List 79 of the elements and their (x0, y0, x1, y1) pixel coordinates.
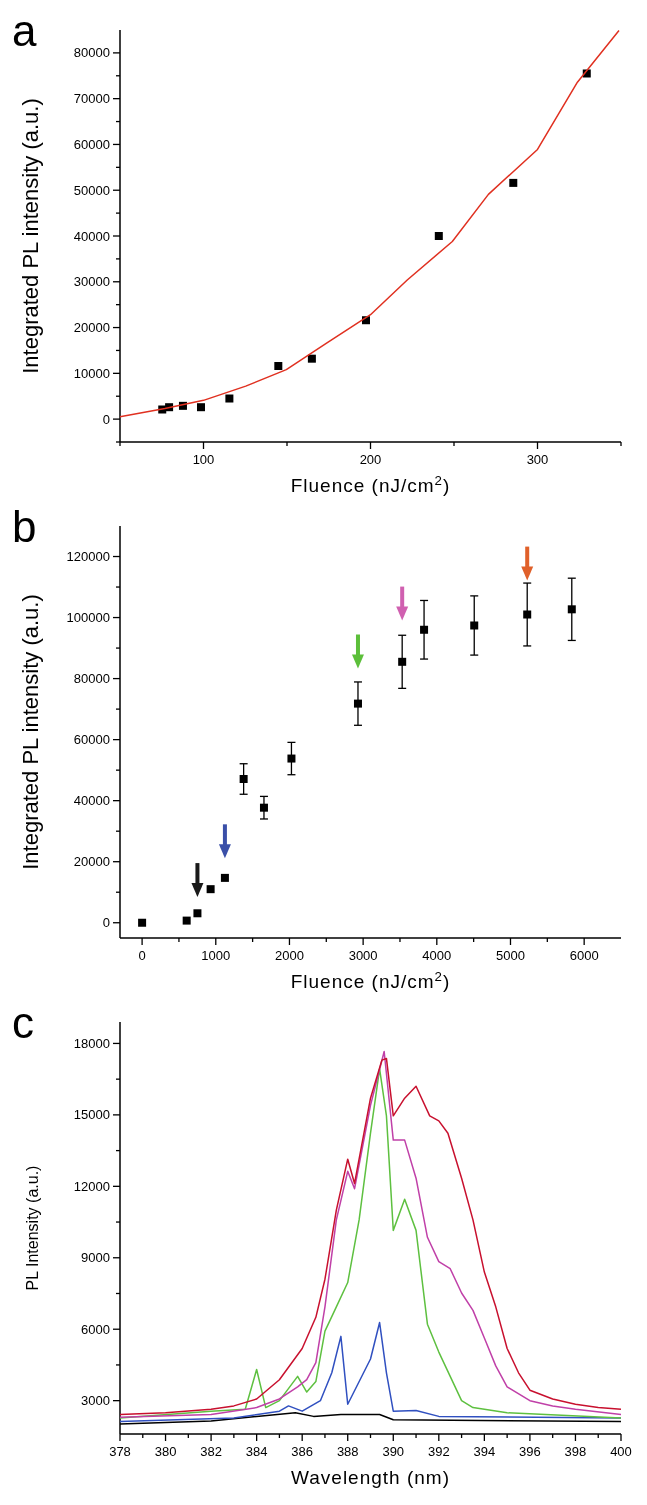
y-tick-label: 12000 (73, 1178, 110, 1194)
point (523, 610, 532, 619)
point (197, 403, 205, 412)
y-tick-label: 50000 (73, 182, 110, 198)
y-tick-label: 18000 (73, 1035, 110, 1051)
y-tick-label: 0 (102, 411, 110, 427)
x-tick-label: 384 (245, 1444, 268, 1459)
point (420, 625, 429, 634)
x-tick-label: 400 (610, 1444, 632, 1459)
x-tick-label: 382 (200, 1444, 222, 1459)
x-tick-label: 394 (473, 1444, 496, 1459)
point (353, 699, 362, 708)
point (274, 362, 283, 371)
point (398, 657, 407, 666)
chart-title: b (12, 502, 37, 551)
x-tick-label: 390 (382, 1444, 405, 1459)
y-tick-label: 40000 (73, 793, 110, 809)
x-axis-title: Fluence (nJ/cm$^{2}$) (290, 968, 451, 992)
point (138, 918, 147, 927)
point (521, 566, 534, 581)
point (307, 354, 316, 363)
point (434, 232, 443, 240)
x-tick-label: 4000 (422, 948, 452, 963)
chart-title: a (12, 6, 37, 55)
point (287, 754, 296, 763)
point (191, 883, 204, 898)
y-tick-label: 9000 (81, 1250, 110, 1266)
y-tick-label: 6000 (81, 1321, 110, 1337)
y-tick-label: 80000 (73, 671, 110, 687)
x-tick-label: 3000 (348, 948, 378, 963)
y-tick-label: 0 (102, 915, 110, 931)
chart-title: c (12, 998, 34, 1047)
y-tick-label: 70000 (73, 91, 110, 107)
point (225, 394, 234, 403)
x-tick-label: 5000 (496, 948, 525, 963)
y-tick-label: 3000 (81, 1393, 110, 1409)
x-tick-label: 1000 (201, 948, 231, 963)
point (218, 844, 231, 859)
point (193, 909, 202, 918)
x-tick-label: 392 (427, 1444, 450, 1459)
y-tick-label: 20000 (73, 854, 110, 870)
y-tick-label: 120000 (66, 549, 110, 565)
y-tick-label: 60000 (73, 136, 110, 152)
point (351, 654, 364, 669)
x-tick-label: 386 (291, 1444, 314, 1459)
x-tick-label: 100 (192, 452, 215, 467)
x-tick-label: 300 (526, 452, 549, 467)
y-tick-label: 10000 (73, 365, 110, 381)
x-tick-label: 0 (138, 948, 146, 963)
point (470, 621, 479, 630)
x-tick-label: 378 (109, 1444, 131, 1459)
y-axis-title: Integrated PL intensity (a.u.) (18, 594, 43, 870)
y-tick-label: 80000 (73, 45, 110, 61)
y-tick-label: 20000 (73, 320, 110, 336)
y-tick-label: 30000 (73, 274, 110, 290)
point (396, 606, 409, 621)
y-axis-title: Integrated PL intensity (a.u.) (18, 98, 43, 374)
line-series (119, 29, 620, 418)
point (509, 178, 518, 187)
x-tick-label: 380 (154, 1444, 177, 1459)
y-tick-label: 15000 (73, 1107, 110, 1123)
x-tick-label: 398 (564, 1444, 587, 1459)
point (220, 873, 229, 882)
y-axis-title: PL Intensity (a.u.) (24, 1165, 41, 1291)
y-tick-label: 40000 (73, 228, 110, 244)
x-axis-title: Fluence (nJ/cm$^{2}$) (290, 472, 451, 496)
point (259, 803, 268, 812)
x-tick-label: 396 (519, 1444, 541, 1459)
point (206, 885, 215, 894)
x-tick-label: 388 (336, 1444, 359, 1459)
y-tick-label: 60000 (73, 732, 110, 748)
x-tick-label: 2000 (274, 948, 304, 963)
x-axis-title: Wavelength (nm) (291, 1467, 450, 1488)
point (182, 916, 191, 925)
x-tick-label: 6000 (569, 948, 599, 963)
y-tick-label: 100000 (66, 610, 110, 626)
x-tick-label: 200 (359, 452, 382, 467)
point (567, 605, 576, 614)
point (239, 775, 248, 783)
